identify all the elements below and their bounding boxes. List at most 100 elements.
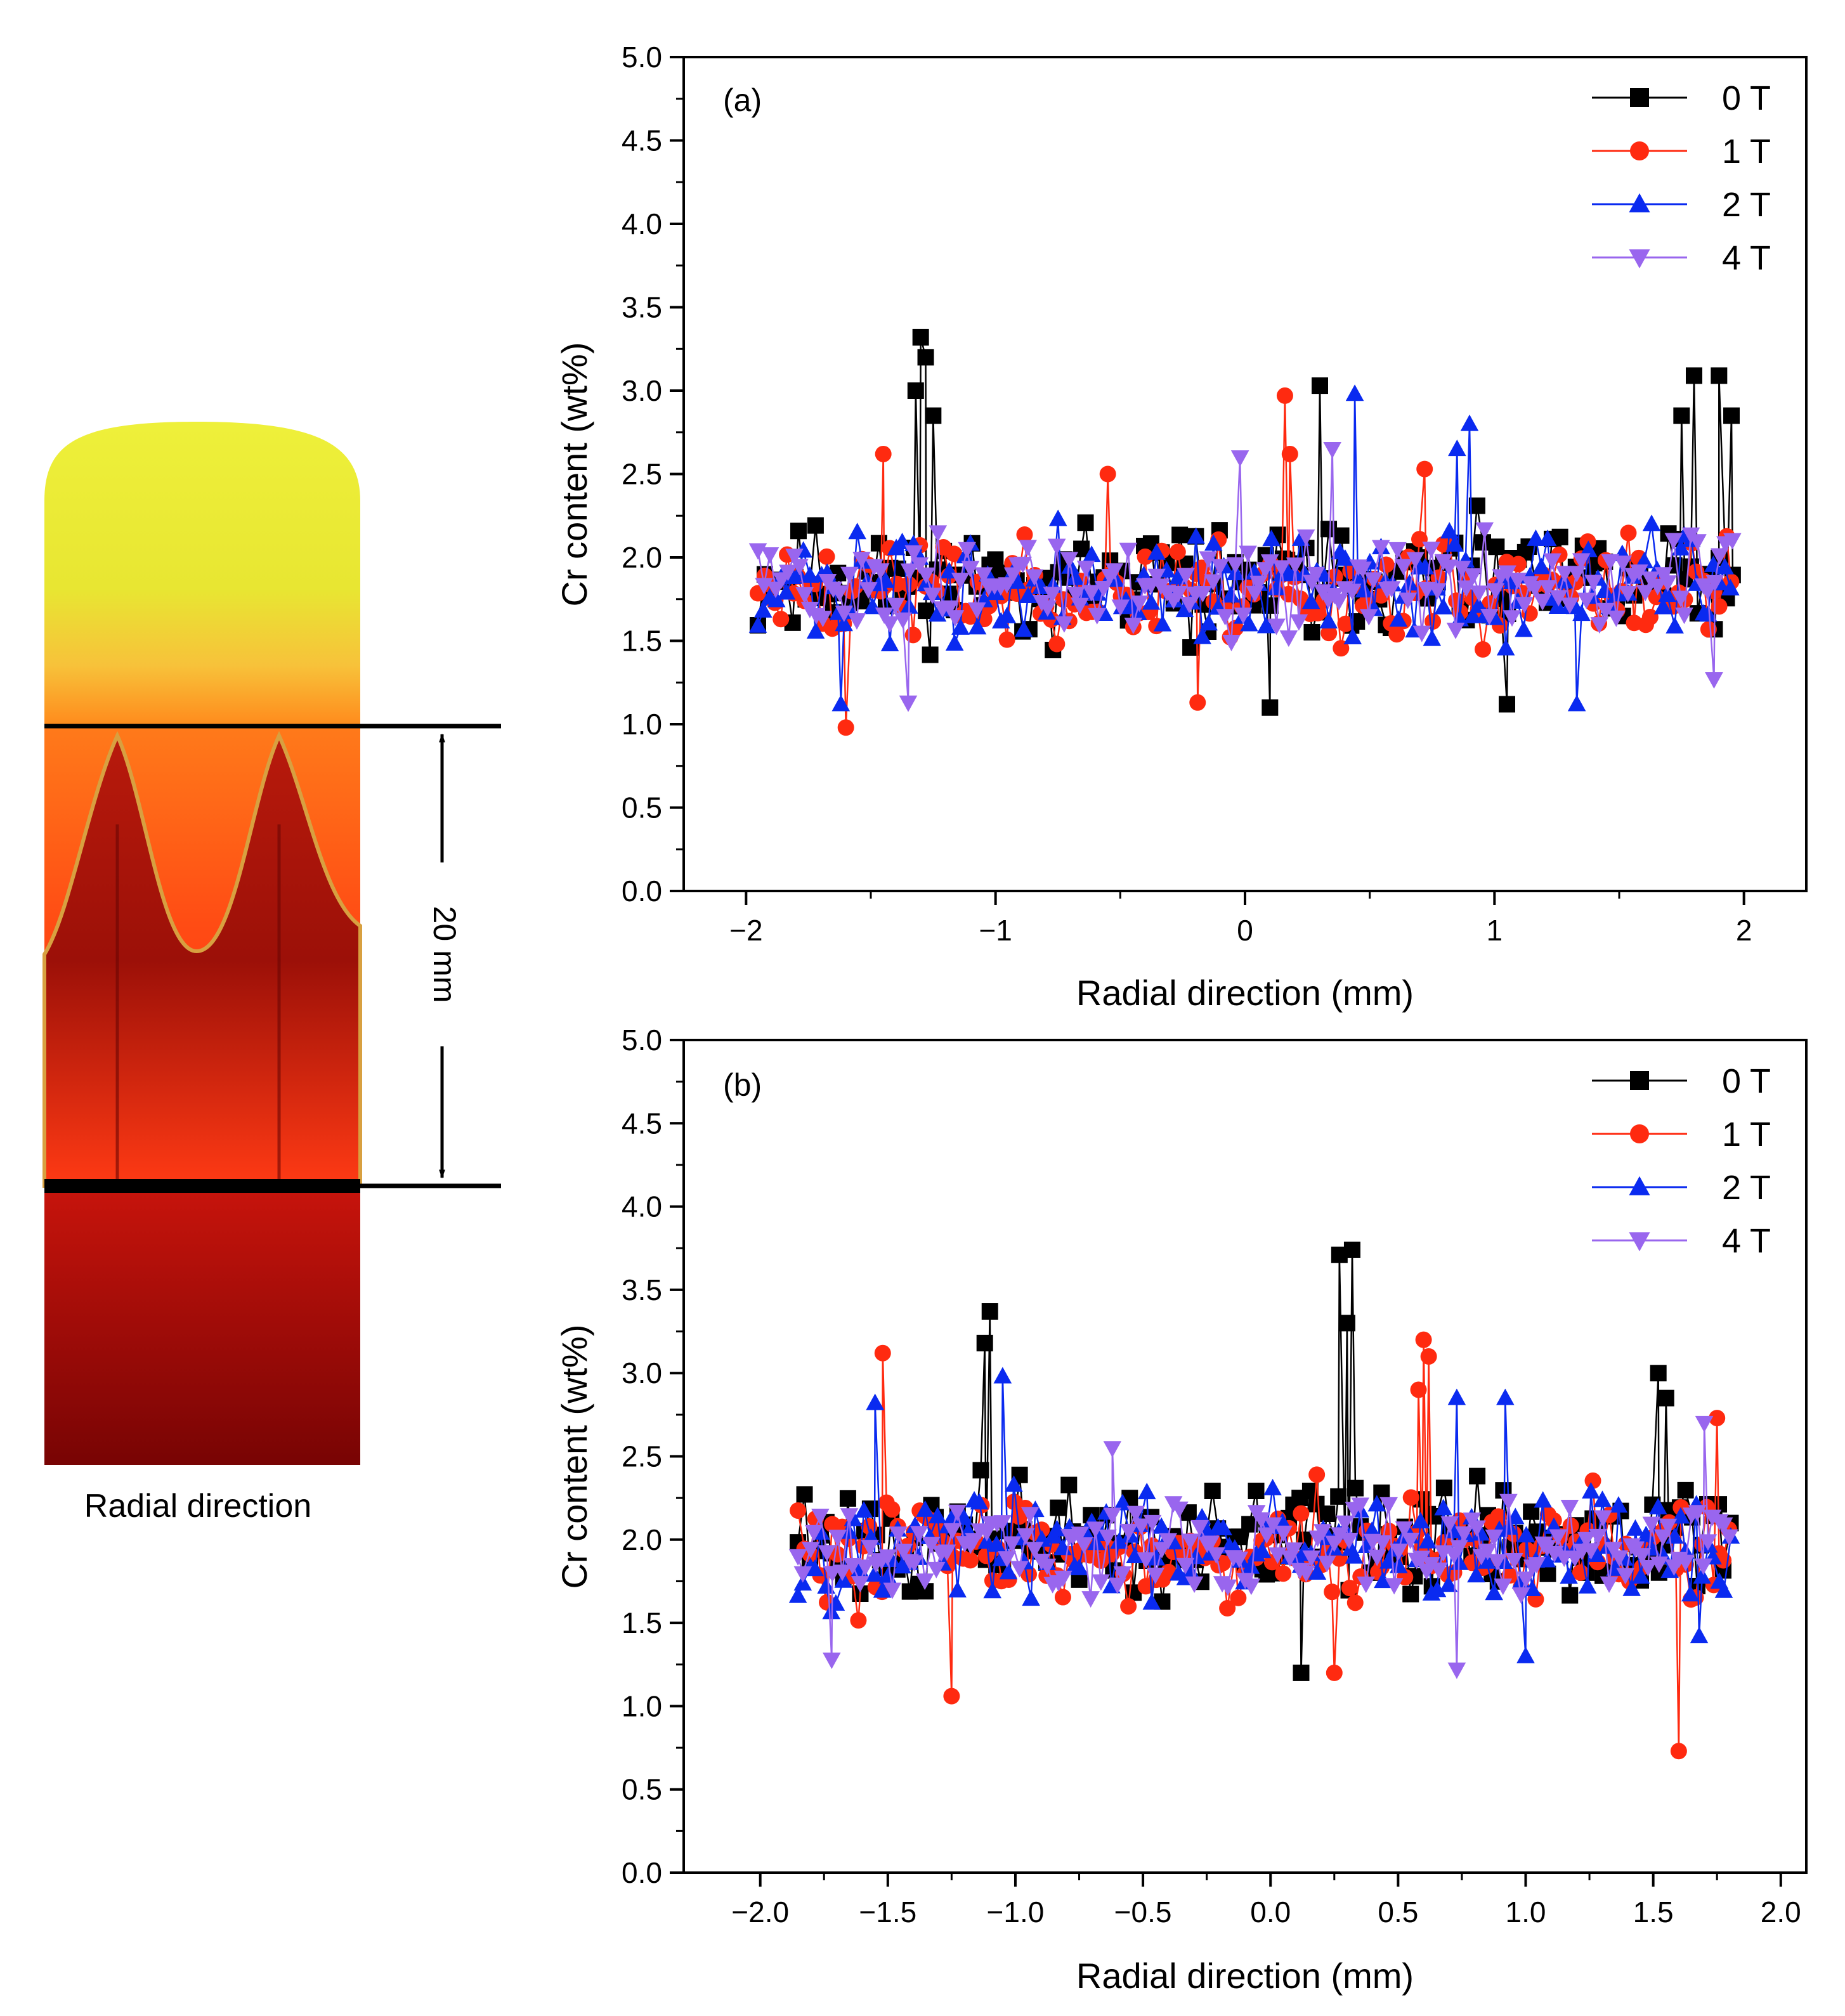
data-point xyxy=(1723,407,1740,424)
data-point xyxy=(1671,590,1690,608)
data-point xyxy=(773,611,790,628)
data-point xyxy=(1171,526,1189,543)
x-tick-label: −2 xyxy=(729,914,762,947)
data-point xyxy=(1199,551,1218,568)
data-point xyxy=(767,590,786,608)
data-point xyxy=(1457,580,1476,597)
data-point xyxy=(1003,1536,1022,1553)
data-point xyxy=(1503,610,1522,627)
data-point xyxy=(1105,563,1124,580)
data-point xyxy=(1641,609,1659,626)
data-point xyxy=(1434,597,1453,615)
data-point xyxy=(811,1509,830,1526)
data-point xyxy=(1343,628,1362,645)
data-point xyxy=(1373,1535,1392,1552)
data-point xyxy=(912,328,929,346)
data-point xyxy=(748,616,767,633)
data-point xyxy=(1579,540,1598,557)
data-point xyxy=(847,613,866,630)
panel-label: (a) xyxy=(723,82,762,118)
data-point xyxy=(1420,1348,1437,1365)
data-point xyxy=(1648,1498,1667,1515)
data-point xyxy=(1401,1532,1420,1549)
data-point xyxy=(1272,560,1291,577)
data-point xyxy=(1263,1478,1282,1495)
data-point xyxy=(817,1577,836,1594)
data-point xyxy=(1648,578,1667,595)
data-point xyxy=(970,1493,989,1510)
data-point xyxy=(1260,554,1279,571)
data-point xyxy=(1374,1571,1392,1589)
data-point xyxy=(1185,1576,1204,1593)
data-point xyxy=(1636,585,1655,602)
x-tick-label: −1 xyxy=(979,914,1012,947)
data-point xyxy=(1126,1505,1145,1523)
data-point xyxy=(1716,557,1734,575)
data-point xyxy=(1700,621,1717,638)
x-tick-label: 1.0 xyxy=(1506,1896,1546,1928)
data-point xyxy=(861,1518,878,1535)
data-point xyxy=(1071,1571,1088,1588)
data-point xyxy=(753,601,773,618)
data-point xyxy=(1658,585,1676,602)
data-point xyxy=(1412,1551,1431,1568)
data-point xyxy=(1382,581,1401,598)
data-point xyxy=(1572,553,1591,570)
data-point xyxy=(1193,627,1211,644)
data-point xyxy=(951,618,970,635)
data-point xyxy=(1543,553,1561,570)
data-point xyxy=(1267,618,1286,635)
data-point xyxy=(1071,597,1089,615)
data-point xyxy=(1230,1589,1247,1606)
data-point xyxy=(1505,1552,1523,1570)
data-point xyxy=(923,587,942,604)
data-point xyxy=(910,1526,929,1543)
data-point xyxy=(1170,1501,1189,1518)
data-point xyxy=(1430,1562,1448,1579)
data-point xyxy=(943,1688,960,1705)
data-point xyxy=(807,517,824,534)
data-point xyxy=(1389,1544,1408,1561)
data-point xyxy=(1670,1743,1687,1760)
data-point xyxy=(1379,1497,1398,1514)
chart-panel-b: −2.0 −1.5 −1.0 −0.5 0.0 0.5 1.0 1.5 2.0 0.0 0.5 1.… xyxy=(554,1024,1808,1996)
data-point xyxy=(1314,1524,1332,1541)
legend-marker xyxy=(1629,1232,1650,1252)
data-point xyxy=(1538,529,1557,546)
data-point xyxy=(983,1582,1002,1599)
data-point xyxy=(1189,694,1206,711)
data-point xyxy=(1086,1521,1105,1538)
data-point xyxy=(806,622,825,639)
data-point xyxy=(861,1540,879,1557)
data-point xyxy=(1262,530,1281,547)
y-tick-label: 3.5 xyxy=(622,1273,662,1306)
data-point xyxy=(1721,578,1740,595)
data-point xyxy=(1582,1543,1600,1560)
data-point xyxy=(1016,1528,1035,1545)
data-point xyxy=(1695,1415,1714,1433)
data-point xyxy=(1389,1556,1408,1573)
data-point xyxy=(1410,1381,1427,1398)
y-ticks: 0.0 0.5 1.0 1.5 2.0 2.5 3.0 3.5 4.0 4.5 5.0 xyxy=(622,1024,684,1889)
data-point xyxy=(1340,1532,1359,1549)
legend-marker xyxy=(1630,88,1649,107)
data-point xyxy=(1275,1565,1292,1582)
x-tick-label: 0.5 xyxy=(1378,1896,1418,1928)
data-point xyxy=(1693,1567,1711,1584)
data-point xyxy=(1019,587,1038,604)
data-point xyxy=(1620,524,1637,542)
y-tick-label: 5.0 xyxy=(622,1024,662,1057)
data-point xyxy=(871,563,890,580)
data-point xyxy=(1703,1509,1722,1526)
data-point xyxy=(1169,568,1187,585)
data-point xyxy=(1635,552,1653,569)
data-point xyxy=(1005,1475,1023,1492)
data-point xyxy=(1549,1529,1567,1546)
data-point xyxy=(1239,545,1257,563)
data-point xyxy=(1439,1575,1458,1592)
data-point xyxy=(1488,538,1505,556)
data-point xyxy=(1549,590,1568,607)
data-point xyxy=(1533,594,1552,611)
legend-item: 2 T xyxy=(1592,1169,1771,1207)
data-point xyxy=(1129,604,1147,621)
